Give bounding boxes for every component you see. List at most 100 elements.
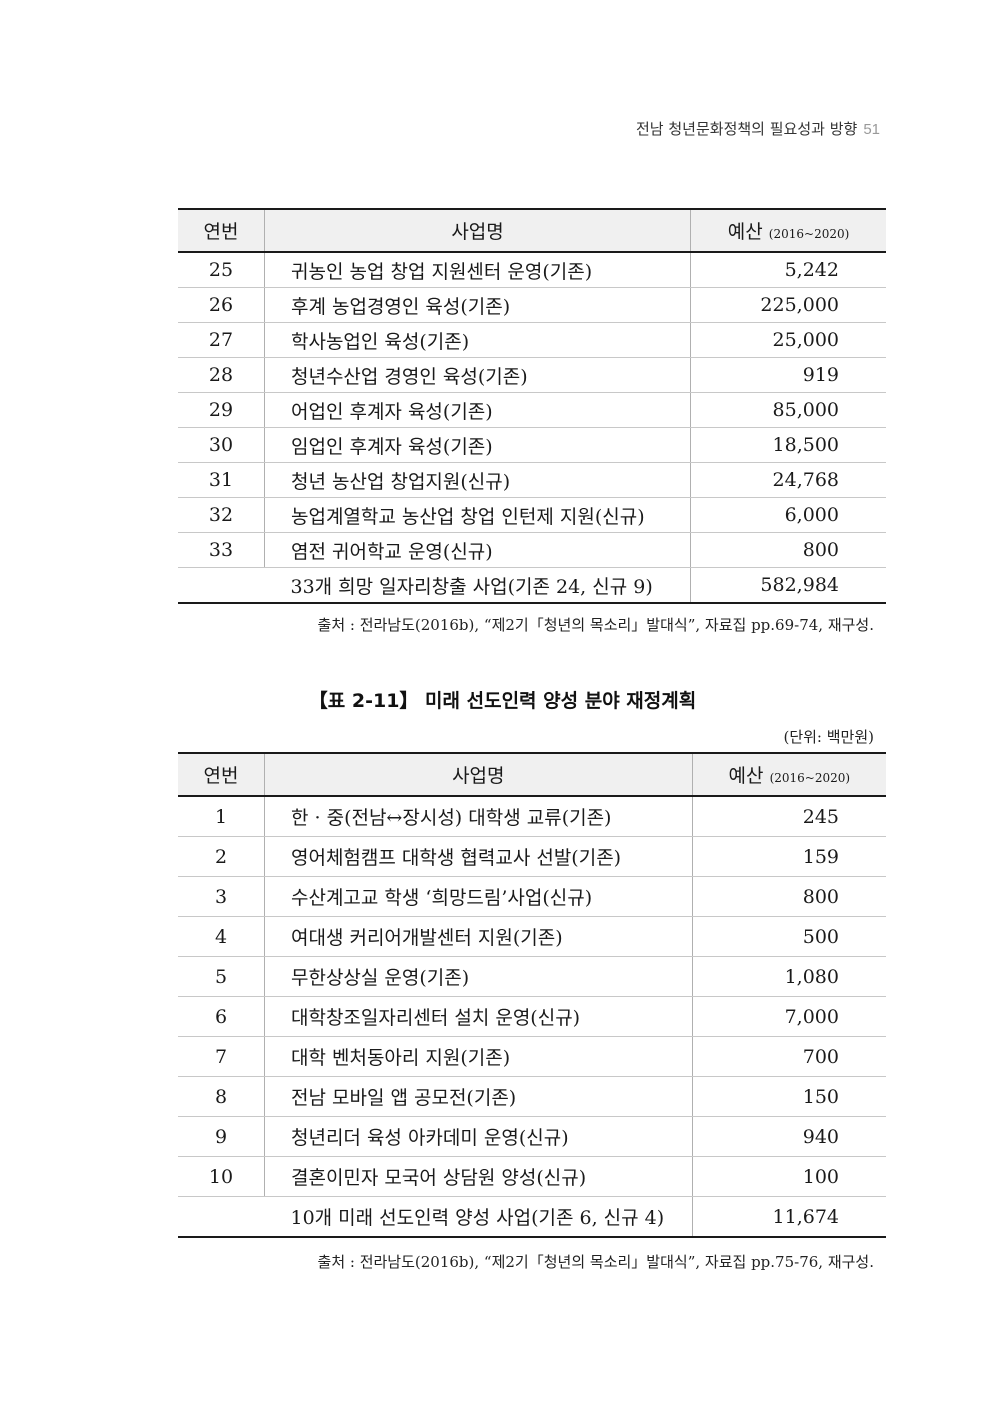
row-number: 26 — [178, 287, 265, 323]
table-row: 5 무한상상실 운영(기존) 1,080 — [178, 956, 886, 997]
total-label: 10개 미래 선도인력 양성 사업(기존 6, 신규 4) — [264, 1196, 693, 1238]
row-number: 2 — [178, 836, 265, 877]
row-budget: 245 — [692, 796, 886, 837]
row-project-name: 청년리더 육성 아카데미 운영(신규) — [264, 1116, 693, 1157]
row-project-name: 여대생 커리어개발센터 지원(기존) — [264, 916, 693, 957]
row-number: 28 — [178, 357, 265, 393]
table-row: 26 후계 농업경영인 육성(기존) 225,000 — [178, 287, 886, 323]
row-project-name: 후계 농업경영인 육성(기존) — [264, 287, 692, 323]
row-project-name: 학사농업인 육성(기존) — [264, 322, 692, 358]
row-project-name: 귀농인 농업 창업 지원센터 운영(기존) — [264, 252, 692, 288]
row-project-name: 전남 모바일 앱 공모전(기존) — [264, 1076, 693, 1117]
row-number: 9 — [178, 1116, 265, 1157]
row-project-name: 결혼이민자 모국어 상담원 양성(신규) — [264, 1156, 693, 1197]
row-budget: 7,000 — [692, 996, 886, 1037]
table-row: 10 결혼이민자 모국어 상담원 양성(신규) 100 — [178, 1156, 886, 1197]
row-number: 33 — [178, 532, 265, 568]
row-budget: 24,768 — [690, 462, 886, 498]
row-project-name: 수산계고교 학생 ‘희망드림’사업(신규) — [264, 876, 693, 917]
table-row: 9 청년리더 육성 아카데미 운영(신규) 940 — [178, 1116, 886, 1157]
column-header-no: 연번 — [178, 208, 265, 253]
table-row: 7 대학 벤처동아리 지원(기존) 700 — [178, 1036, 886, 1077]
row-budget: 919 — [690, 357, 886, 393]
table-row: 6 대학창조일자리센터 설치 운영(신규) 7,000 — [178, 996, 886, 1037]
row-project-name: 청년수산업 경영인 육성(기존) — [264, 357, 692, 393]
total-budget: 11,674 — [692, 1196, 886, 1238]
budget-label: 예산 — [727, 221, 763, 243]
row-project-name: 농업계열학교 농산업 창업 인턴제 지원(신규) — [264, 497, 692, 533]
row-project-name: 임업인 후계자 육성(기존) — [264, 427, 692, 463]
column-header-name: 사업명 — [264, 208, 692, 253]
row-budget: 25,000 — [690, 322, 886, 358]
row-budget: 800 — [690, 532, 886, 568]
total-label: 33개 희망 일자리창출 사업(기존 24, 신규 9) — [264, 567, 692, 604]
row-budget: 1,080 — [692, 956, 886, 997]
table-row: 27 학사농업인 육성(기존) 25,000 — [178, 322, 886, 358]
table-row: 25 귀농인 농업 창업 지원센터 운영(기존) 5,242 — [178, 252, 886, 288]
row-project-name: 한 · 중(전남↔장시성) 대학생 교류(기존) — [264, 796, 693, 837]
column-header-budget: 예산 (2016~2020) — [690, 208, 886, 253]
table-row: 29 어업인 후계자 육성(기존) 85,000 — [178, 392, 886, 428]
total-row: 33개 희망 일자리창출 사업(기존 24, 신규 9) 582,984 — [178, 567, 886, 604]
table-row: 2 영어체험캠프 대학생 협력교사 선발(기존) 159 — [178, 836, 886, 877]
row-number: 30 — [178, 427, 265, 463]
row-project-name: 대학창조일자리센터 설치 운영(신규) — [264, 996, 693, 1037]
row-budget: 159 — [692, 836, 886, 877]
table-row: 28 청년수산업 경영인 육성(기존) 919 — [178, 357, 886, 393]
row-project-name: 어업인 후계자 육성(기존) — [264, 392, 692, 428]
total-spacer — [178, 1196, 265, 1238]
row-project-name: 대학 벤처동아리 지원(기존) — [264, 1036, 693, 1077]
budget-label: 예산 — [728, 765, 764, 787]
table-row: 33 염전 귀어학교 운영(신규) 800 — [178, 532, 886, 568]
row-budget: 100 — [692, 1156, 886, 1197]
budget-period: (2016~2020) — [769, 771, 851, 785]
row-project-name: 무한상상실 운영(기존) — [264, 956, 693, 997]
row-number: 6 — [178, 996, 265, 1037]
table-row: 8 전남 모바일 앱 공모전(기존) 150 — [178, 1076, 886, 1117]
row-budget: 800 — [692, 876, 886, 917]
running-header: 전남 청년문화정책의 필요성과 방향 51 — [636, 118, 880, 139]
row-number: 10 — [178, 1156, 265, 1197]
row-project-name: 염전 귀어학교 운영(신규) — [264, 532, 692, 568]
header-title: 전남 청년문화정책의 필요성과 방향 — [636, 120, 858, 138]
row-budget: 700 — [692, 1036, 886, 1077]
row-project-name: 청년 농산업 창업지원(신규) — [264, 462, 692, 498]
row-number: 5 — [178, 956, 265, 997]
table-header-row: 연번 사업명 예산 (2016~2020) — [178, 752, 886, 797]
row-number: 7 — [178, 1036, 265, 1077]
column-header-budget: 예산 (2016~2020) — [692, 752, 886, 797]
source-note-2: 출처 : 전라남도(2016b), “제2기「청년의 목소리」발대식”, 자료집… — [317, 1253, 874, 1271]
row-budget: 6,000 — [690, 497, 886, 533]
table-row: 4 여대생 커리어개발센터 지원(기존) 500 — [178, 916, 886, 957]
row-number: 8 — [178, 1076, 265, 1117]
row-number: 27 — [178, 322, 265, 358]
row-number: 29 — [178, 392, 265, 428]
row-budget: 5,242 — [690, 252, 886, 288]
budget-period: (2016~2020) — [768, 227, 850, 241]
total-spacer — [178, 567, 265, 604]
column-header-name: 사업명 — [264, 752, 693, 797]
table-caption: 【표 2-11】 미래 선도인력 양성 분야 재정계획 — [308, 690, 697, 712]
row-number: 4 — [178, 916, 265, 957]
row-number: 3 — [178, 876, 265, 917]
total-row: 10개 미래 선도인력 양성 사업(기존 6, 신규 4) 11,674 — [178, 1196, 886, 1238]
row-budget: 225,000 — [690, 287, 886, 323]
row-budget: 150 — [692, 1076, 886, 1117]
row-number: 25 — [178, 252, 265, 288]
row-budget: 500 — [692, 916, 886, 957]
table-row: 30 임업인 후계자 육성(기존) 18,500 — [178, 427, 886, 463]
row-number: 32 — [178, 497, 265, 533]
table-row: 3 수산계고교 학생 ‘희망드림’사업(신규) 800 — [178, 876, 886, 917]
table-row: 31 청년 농산업 창업지원(신규) 24,768 — [178, 462, 886, 498]
unit-note: (단위: 백만원) — [783, 728, 874, 746]
table-row: 32 농업계열학교 농산업 창업 인턴제 지원(신규) 6,000 — [178, 497, 886, 533]
row-budget: 18,500 — [690, 427, 886, 463]
table-header-row: 연번 사업명 예산 (2016~2020) — [178, 208, 886, 253]
row-number: 1 — [178, 796, 265, 837]
page-number: 51 — [863, 121, 880, 138]
row-budget: 940 — [692, 1116, 886, 1157]
row-budget: 85,000 — [690, 392, 886, 428]
source-note-1: 출처 : 전라남도(2016b), “제2기「청년의 목소리」발대식”, 자료집… — [317, 616, 874, 634]
